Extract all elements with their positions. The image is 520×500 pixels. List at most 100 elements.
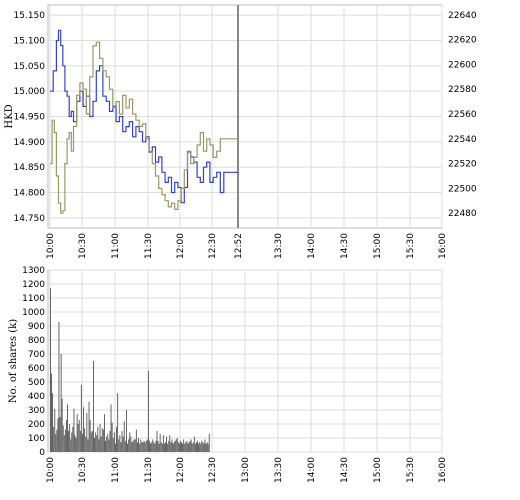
volume-bar	[54, 408, 56, 452]
volume-bar	[208, 433, 210, 452]
volume-bar	[205, 443, 207, 452]
volume-bar	[174, 440, 176, 452]
volume-bar	[144, 442, 146, 452]
volume-bar	[183, 439, 185, 452]
price-xtick-label: 10:00	[46, 233, 56, 259]
volume-bar	[139, 443, 141, 452]
volume-bar	[82, 433, 83, 452]
volume-ytick-label: 1000	[22, 308, 45, 318]
index-series-line	[50, 41, 238, 214]
volume-bar	[68, 431, 69, 452]
volume-bar	[143, 440, 145, 452]
price-xtick-label: 12:52	[234, 233, 244, 259]
index-ytick-label: 22560	[448, 110, 477, 120]
volume-bar	[194, 443, 196, 452]
volume-bar	[128, 439, 130, 452]
volume-bar	[106, 436, 108, 452]
volume-xtick-label: 16:00	[438, 457, 448, 483]
volume-bar	[193, 436, 195, 452]
volume-bar	[58, 321, 60, 452]
volume-bar	[124, 440, 126, 452]
volume-bar	[180, 440, 181, 452]
volume-bar	[168, 440, 170, 452]
volume-bar	[51, 373, 52, 452]
volume-xtick-label: 14:30	[340, 457, 350, 483]
volume-bar	[64, 429, 66, 452]
volume-bar	[149, 440, 150, 452]
volume-bar	[134, 439, 136, 452]
volume-bar	[176, 438, 178, 452]
volume-xtick-label: 10:30	[78, 457, 88, 483]
volume-bar	[118, 439, 120, 452]
volume-bar	[185, 442, 187, 452]
volume-bar	[73, 408, 75, 452]
volume-bar	[129, 432, 131, 452]
volume-bar	[123, 421, 125, 452]
volume-bar	[169, 435, 171, 452]
volume-bar	[77, 424, 79, 452]
volume-bar	[202, 442, 204, 452]
volume-bar	[109, 431, 111, 452]
volume-bar	[121, 431, 123, 452]
volume-bar	[67, 404, 68, 452]
volume-bar	[161, 443, 163, 452]
volume-bar	[158, 443, 160, 452]
volume-bar	[50, 288, 51, 452]
volume-bar	[171, 439, 173, 452]
volume-bar	[89, 419, 91, 452]
volume-bar	[100, 436, 102, 452]
volume-bar	[120, 442, 122, 452]
volume-bar	[156, 431, 158, 452]
price-xtick-label: 16:00	[438, 233, 448, 259]
price-ytick-label: 15.100	[14, 36, 46, 46]
volume-bar	[140, 439, 142, 452]
volume-bar	[192, 442, 194, 452]
index-ytick-label: 22480	[448, 209, 477, 219]
price-xtick-label: 12:00	[176, 233, 186, 259]
index-ytick-label: 22520	[448, 160, 477, 170]
volume-bar	[184, 443, 186, 452]
volume-xtick-label: 13:00	[241, 457, 251, 483]
volume-bar	[148, 370, 149, 452]
volume-bar	[200, 443, 202, 452]
volume-bar	[78, 419, 80, 452]
volume-bar	[127, 443, 128, 452]
volume-ytick-label: 1200	[22, 280, 45, 290]
volume-ytick-label: 300	[28, 406, 45, 416]
volume-bar	[206, 442, 208, 452]
volume-bar	[75, 438, 77, 452]
volume-bar	[119, 435, 121, 452]
volume-bar	[94, 438, 95, 452]
volume-ytick-label: 1100	[22, 294, 45, 304]
volume-bar	[178, 443, 180, 452]
price-xtick-label: 15:30	[406, 233, 416, 259]
volume-bar	[187, 443, 189, 452]
volume-ytick-label: 0	[39, 448, 45, 458]
volume-bar	[74, 435, 76, 452]
volume-bar	[98, 439, 100, 452]
index-ytick-label: 22500	[448, 184, 477, 194]
volume-xtick-label: 12:00	[176, 457, 186, 483]
volume-bar	[157, 440, 159, 452]
volume-bar	[69, 424, 71, 452]
volume-xtick-label: 14:00	[307, 457, 317, 483]
volume-bar	[173, 442, 175, 452]
price-xtick-label: 11:30	[144, 233, 154, 259]
volume-bar	[162, 435, 164, 452]
price-series-line	[50, 29, 238, 204]
volume-ytick-label: 500	[28, 378, 45, 388]
volume-bar	[188, 442, 190, 452]
price-ylabel: HKD	[4, 104, 15, 128]
volume-bar	[196, 442, 197, 452]
volume-bar	[152, 439, 154, 452]
volume-bar	[104, 414, 105, 452]
volume-bar	[131, 442, 133, 452]
price-chart-panel: 14.750 14.800 14.850 14.900 14.950 15.000 15.0…	[4, 4, 477, 259]
volume-bar	[155, 440, 157, 452]
volume-bar	[132, 440, 134, 452]
volume-ytick-label: 200	[28, 420, 45, 430]
volume-xtick-label: 15:00	[373, 457, 383, 483]
volume-bar	[186, 440, 188, 452]
volume-ytick-label: 700	[28, 350, 45, 360]
